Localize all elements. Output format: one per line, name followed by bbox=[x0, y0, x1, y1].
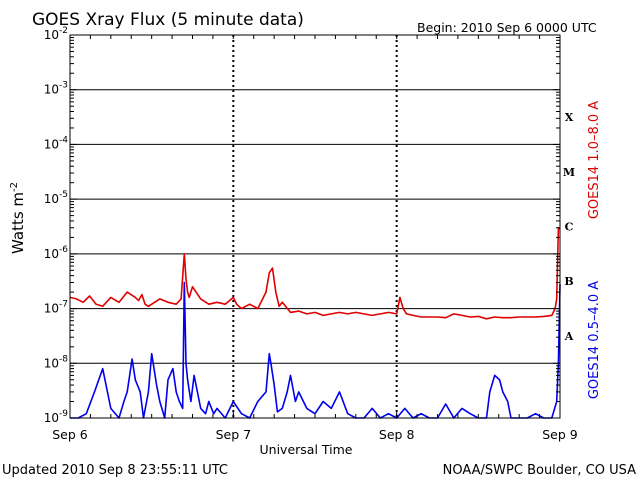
y-tick-label: 10-2 bbox=[44, 26, 68, 42]
series-line-1 bbox=[70, 281, 561, 419]
credit-text: NOAA/SWPC Boulder, CO USA bbox=[443, 463, 636, 478]
svg-text:Watts m-2: Watts m-2 bbox=[9, 182, 27, 254]
y-tick-label: 10-8 bbox=[44, 354, 69, 370]
y-tick-label: 10-6 bbox=[44, 245, 69, 261]
chart-title: GOES Xray Flux (5 minute data) bbox=[32, 10, 304, 30]
legend-series-1: GOES14 0.5–4.0 A bbox=[587, 281, 602, 399]
x-tick-label: Sep 8 bbox=[379, 427, 415, 442]
grid bbox=[70, 34, 560, 419]
flare-class-M: M bbox=[563, 166, 575, 179]
x-tick-label: Sep 6 bbox=[52, 427, 88, 442]
y-tick-label: 10-3 bbox=[44, 81, 68, 97]
series-line-0 bbox=[69, 227, 561, 320]
updated-timestamp: Updated 2010 Sep 8 23:55:11 UTC bbox=[2, 463, 228, 478]
flare-class-X: X bbox=[565, 111, 574, 124]
series-group bbox=[69, 227, 561, 419]
x-axis: Sep 6 Sep 7 Sep 8 Sep 9 bbox=[52, 35, 578, 442]
y-axis-label: Watts m-2 bbox=[9, 182, 27, 254]
y-tick-label: 10-5 bbox=[44, 190, 68, 206]
y-tick-label: 10-7 bbox=[44, 300, 68, 316]
flare-class-C: C bbox=[565, 221, 574, 234]
flare-class-B: B bbox=[564, 275, 573, 288]
flare-class-A: A bbox=[564, 330, 574, 343]
legend-goes14-long: GOES14 1.0–8.0 A bbox=[587, 101, 602, 219]
flare-class-labels: A B C M X bbox=[563, 111, 575, 343]
begin-label: Begin: 2010 Sep 6 0000 UTC bbox=[417, 20, 597, 35]
x-axis-label: Universal Time bbox=[260, 442, 353, 457]
y-axis-label-exp: -2 bbox=[9, 182, 20, 192]
y-axis-label-base: Watts m bbox=[9, 192, 27, 254]
y-tick-label: 10-9 bbox=[44, 409, 69, 425]
y-axis: 10-9 10-8 10-7 10-6 10-5 10-4 10-3 10-2 bbox=[44, 26, 560, 425]
x-tick-label: Sep 7 bbox=[216, 427, 252, 442]
x-tick-label: Sep 9 bbox=[542, 427, 578, 442]
y-tick-label: 10-4 bbox=[44, 135, 69, 151]
legend-series-0: GOES14 1.0–8.0 A bbox=[587, 101, 602, 219]
plot-frame bbox=[69, 34, 561, 419]
legend-goes14-short: GOES14 0.5–4.0 A bbox=[587, 281, 602, 399]
